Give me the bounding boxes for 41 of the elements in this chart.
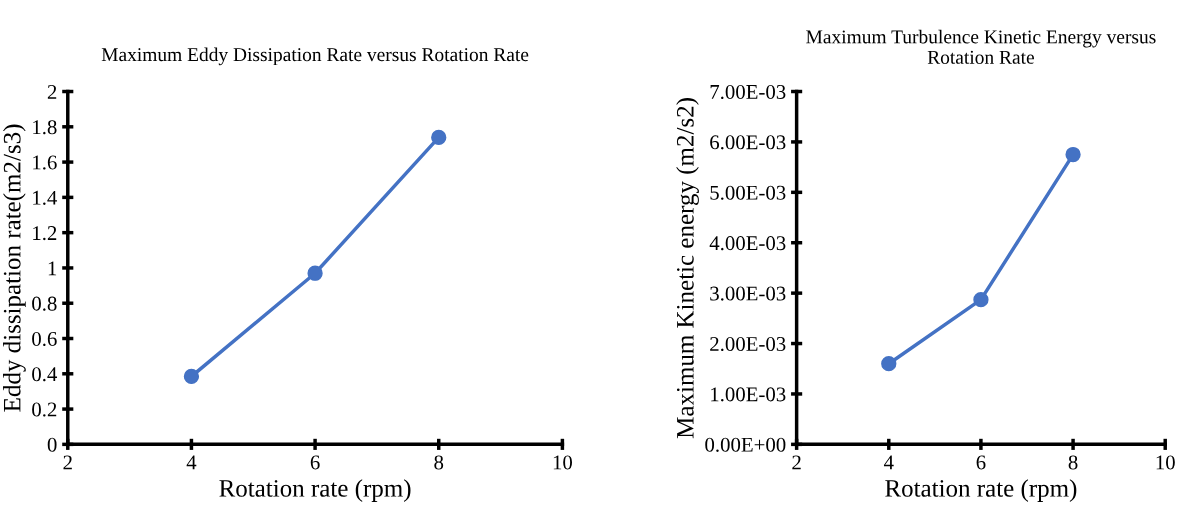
y-tick-label: 1.4 bbox=[33, 190, 58, 205]
y-tick-label: 0 bbox=[47, 437, 57, 452]
x-tick-label: 10 bbox=[1156, 455, 1175, 470]
point bbox=[973, 292, 989, 308]
y-tick-label: 1.8 bbox=[33, 120, 57, 135]
y-tick-label: 1 bbox=[48, 261, 57, 276]
x-tick-label: 8 bbox=[1068, 455, 1078, 470]
x-axis-title: Rotation rate (rpm) bbox=[885, 479, 1077, 502]
y-tick-label: 0.8 bbox=[32, 296, 57, 311]
y-tick-label: 0.6 bbox=[32, 331, 57, 347]
y-tick-label: 4.00E-03 bbox=[709, 236, 786, 251]
chart-title: Maximum Turbulence Kinetic Energy versus Rotation Rate bbox=[806, 29, 1156, 64]
y-axis-title: Maximum Kinetic energy (m2/s2) bbox=[676, 98, 699, 439]
point bbox=[1065, 146, 1081, 163]
y-tick-label: 1.2 bbox=[33, 226, 57, 241]
point bbox=[431, 129, 447, 146]
y-tick-label: 0.4 bbox=[32, 367, 58, 382]
y-tick-label: 0.00E+00 bbox=[705, 437, 786, 452]
point bbox=[307, 265, 323, 281]
y-tick-label: 1.6 bbox=[33, 155, 57, 170]
chart-title: Maximum Eddy Dissipation Rate versus Rotation Rate bbox=[101, 47, 529, 66]
y-tick-label: 1.00E-03 bbox=[711, 387, 786, 402]
x-tick-label: 2 bbox=[63, 455, 72, 470]
x-tick-label: 4 bbox=[883, 455, 894, 470]
y-tick-label: 3.00E-03 bbox=[710, 286, 786, 301]
y-tick-label: 0.2 bbox=[32, 402, 57, 417]
x-axis-title: Rotation rate (rpm) bbox=[219, 479, 411, 502]
y-tick-label: 7.00E-03 bbox=[710, 84, 786, 100]
x-tick-label: 10 bbox=[553, 455, 573, 470]
x-tick-label: 2 bbox=[792, 455, 801, 470]
y-tick-label: 2 bbox=[47, 84, 57, 99]
x-tick-label: 6 bbox=[310, 455, 320, 470]
x-tick-label: 6 bbox=[976, 455, 986, 470]
x-tick-label: 4 bbox=[186, 455, 197, 470]
y-tick-label: 2.00E-03 bbox=[710, 336, 786, 352]
y-tick-label: 5.00E-03 bbox=[710, 185, 786, 200]
y-tick-label: 6.00E-03 bbox=[710, 135, 786, 150]
y-axis-title: Eddy dissipation rate(m2/s3) bbox=[3, 124, 26, 412]
point bbox=[881, 356, 897, 372]
point bbox=[183, 368, 200, 385]
x-tick-label: 8 bbox=[434, 455, 444, 470]
